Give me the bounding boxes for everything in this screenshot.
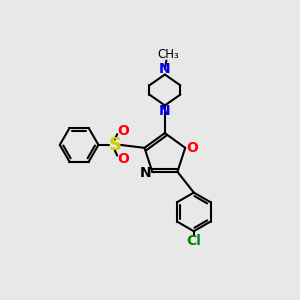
Text: O: O: [117, 124, 129, 138]
Text: O: O: [117, 152, 129, 166]
Text: N: N: [140, 166, 152, 180]
Text: Cl: Cl: [186, 234, 201, 248]
Text: N: N: [159, 62, 171, 76]
Text: N: N: [159, 104, 171, 118]
Text: CH₃: CH₃: [158, 48, 180, 61]
Text: O: O: [186, 141, 198, 155]
Text: S: S: [108, 136, 121, 154]
